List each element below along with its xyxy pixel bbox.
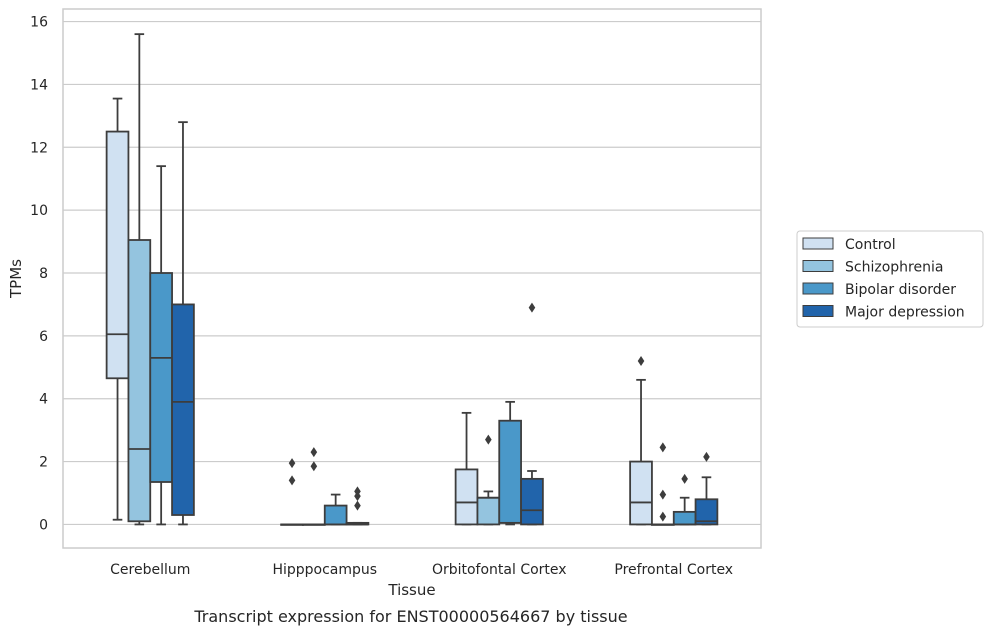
- legend-frame: [796, 230, 984, 328]
- box: [171, 303, 195, 516]
- legend-label: Major depression: [845, 305, 965, 321]
- legend-label: Control: [845, 237, 896, 253]
- outlier-point: [659, 442, 667, 453]
- y-tick-label: 16: [30, 15, 48, 31]
- y-axis-label: TPMs: [7, 259, 25, 299]
- outlier-point: [354, 500, 361, 511]
- box: [323, 504, 348, 526]
- box: [454, 468, 479, 526]
- y-tick-label: 4: [39, 392, 48, 408]
- outlier-point: [485, 434, 492, 445]
- legend-swatch: [802, 260, 834, 272]
- legend-label: Bipolar disorder: [845, 282, 956, 298]
- legend-label: Schizophrenia: [845, 260, 943, 276]
- outlier-point: [354, 486, 361, 497]
- y-tick-labels: 0 2 4 6 8 10 12 14 16: [30, 15, 48, 534]
- y-tick-label: 10: [30, 203, 48, 219]
- y-tick-label: 12: [30, 140, 48, 156]
- x-tick-label: Prefrontal Cortex: [614, 562, 733, 578]
- box-group-orbitofontal-cortex: [454, 302, 544, 526]
- legend-swatch: [802, 237, 834, 250]
- outlier-point: [310, 447, 318, 458]
- legend: Control Schizophrenia Bipolar disorder Majo…: [796, 230, 984, 328]
- box: [672, 510, 697, 526]
- outlier-point: [288, 458, 296, 469]
- outlier-point: [681, 473, 688, 484]
- outlier-point: [310, 461, 318, 472]
- box: [127, 239, 152, 523]
- box: [149, 272, 173, 483]
- outlier-point: [703, 451, 710, 462]
- outlier-point: [288, 475, 296, 486]
- box: [694, 498, 719, 526]
- box-group-hipppocampus: [280, 447, 370, 526]
- outlier-point: [528, 302, 536, 313]
- boxes: [105, 33, 719, 526]
- x-tick-label: Hipppocampus: [272, 562, 377, 578]
- box-group-prefrontal-cortex: [629, 356, 719, 526]
- box: [105, 130, 130, 380]
- box: [476, 496, 501, 526]
- outlier-point: [659, 511, 667, 522]
- plot-frame: [62, 8, 762, 549]
- y-tick-label: 14: [30, 77, 48, 93]
- box: [629, 460, 653, 526]
- x-tick-label: Orbitofontal Cortex: [432, 562, 567, 578]
- outlier-point: [659, 489, 667, 500]
- box: [498, 419, 522, 524]
- x-tick-labels: Cerebellum Hipppocampus Orbitofontal Corte…: [110, 562, 733, 578]
- legend-swatch: [802, 282, 834, 295]
- chart-caption: Transcript expression for ENST0000056466…: [193, 607, 627, 626]
- y-tick-label: 2: [39, 455, 48, 471]
- x-tick-label: Cerebellum: [110, 562, 190, 578]
- y-tick-label: 6: [39, 329, 48, 345]
- box: [520, 477, 544, 526]
- y-tick-label: 8: [39, 266, 48, 282]
- box-group-cerebellum: [105, 33, 195, 526]
- x-axis-label: Tissue: [387, 581, 435, 599]
- legend-swatch: [802, 305, 834, 317]
- y-tick-label: 0: [39, 517, 48, 533]
- outlier-point: [637, 356, 645, 366]
